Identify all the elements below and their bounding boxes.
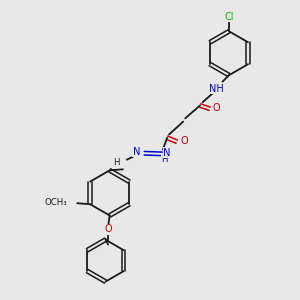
Text: H: H xyxy=(113,158,120,167)
Text: Cl: Cl xyxy=(224,12,234,22)
Text: O: O xyxy=(213,103,220,113)
Text: O: O xyxy=(180,136,188,146)
Text: N: N xyxy=(163,148,170,158)
Text: H: H xyxy=(162,154,168,164)
Text: NH: NH xyxy=(209,84,224,94)
Text: O: O xyxy=(104,224,112,234)
Text: OCH₃: OCH₃ xyxy=(45,198,68,207)
Text: N: N xyxy=(133,147,140,157)
